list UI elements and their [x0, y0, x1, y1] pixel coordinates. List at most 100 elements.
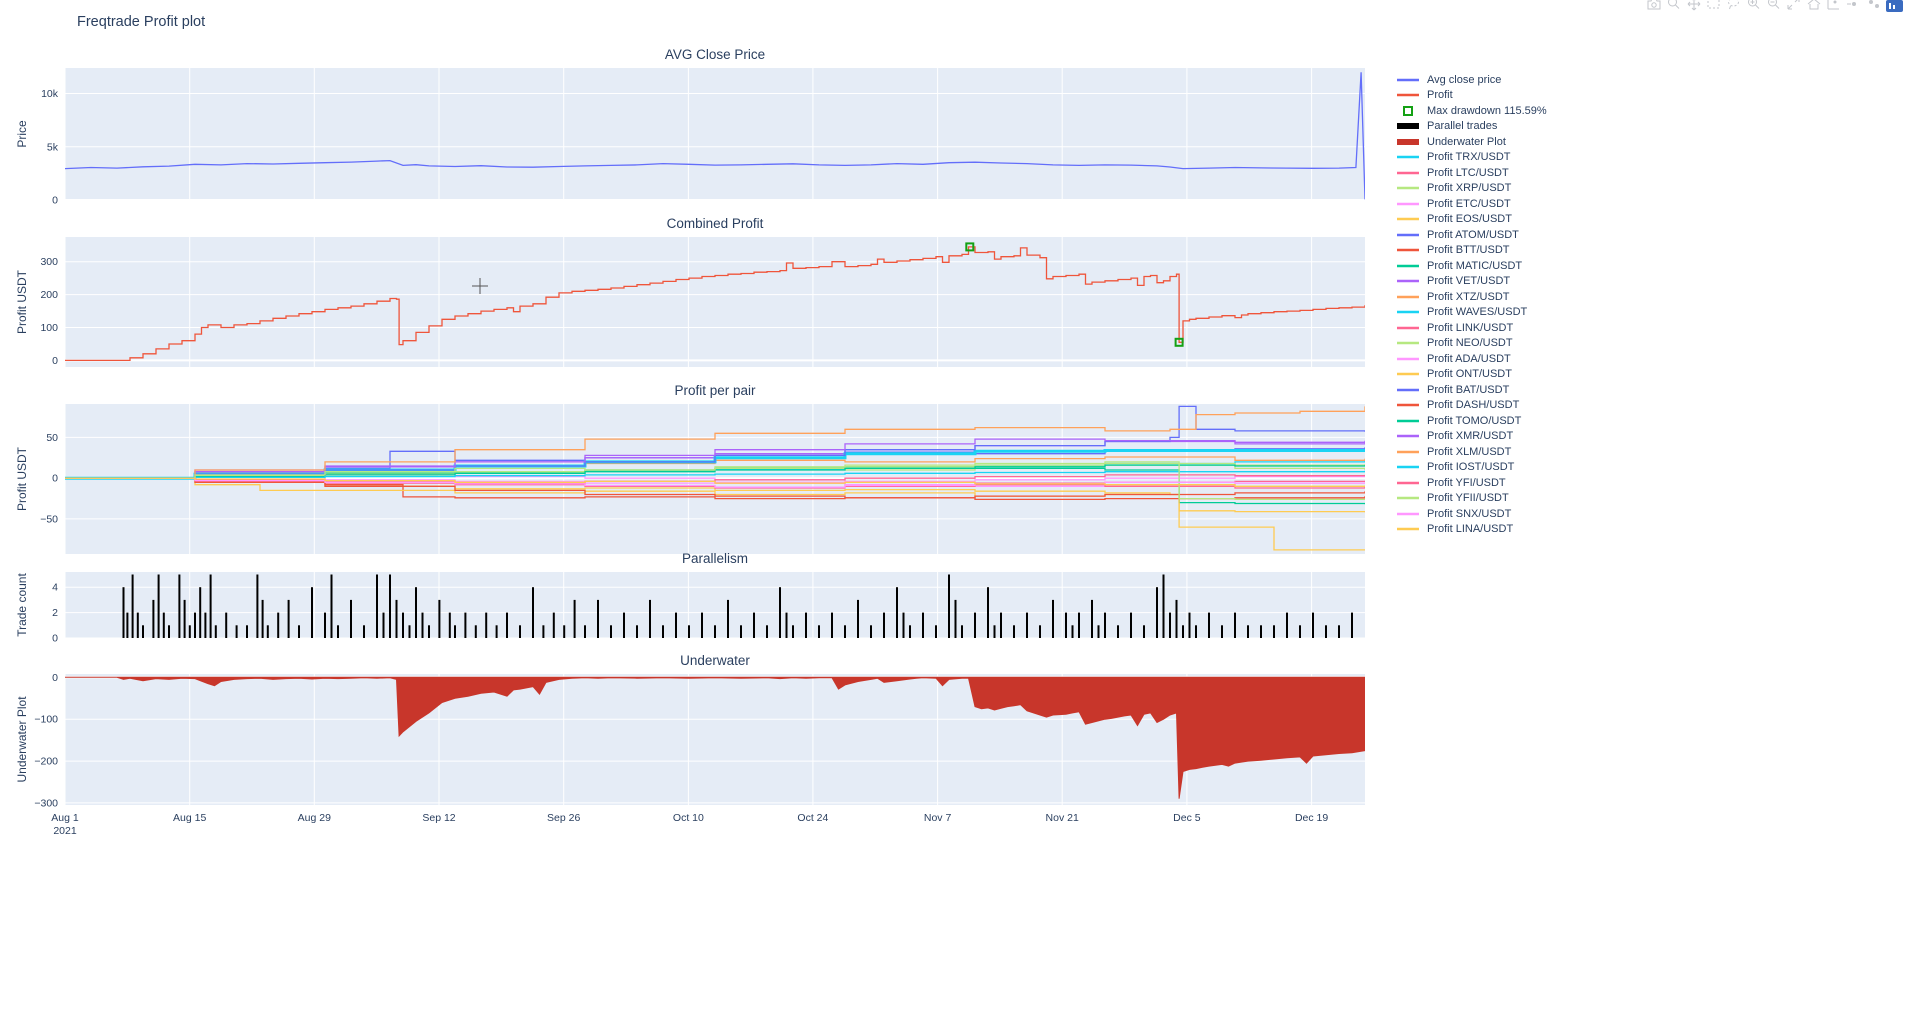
trade-count-bar [961, 625, 963, 638]
legend-item[interactable]: Profit BAT/USDT [1396, 382, 1547, 398]
legend-item[interactable]: Profit ADA/USDT [1396, 351, 1547, 367]
legend-item[interactable]: Profit WAVES/USDT [1396, 305, 1547, 321]
toggle-spikelines-icon[interactable] [1826, 0, 1842, 11]
trade-count-bar [792, 625, 794, 638]
trade-count-bar [389, 574, 391, 638]
legend-item[interactable]: Profit TOMO/USDT [1396, 413, 1547, 429]
legend-item[interactable]: Profit ATOM/USDT [1396, 227, 1547, 243]
trade-count-bar [701, 612, 703, 638]
legend-item[interactable]: Avg close price [1396, 72, 1547, 88]
legend-item[interactable]: Profit XRP/USDT [1396, 181, 1547, 197]
box-select-icon[interactable] [1706, 0, 1722, 11]
trade-count-bar [542, 625, 545, 638]
series-line [65, 246, 1365, 362]
legend-swatch-icon [1397, 295, 1419, 298]
legend-item[interactable]: Profit IOST/USDT [1396, 460, 1547, 476]
y-axis-title: Underwater Plot [15, 696, 29, 783]
y-tick-label: −100 [34, 714, 58, 726]
trade-count-bar [162, 612, 165, 638]
legend-item[interactable]: Profit EOS/USDT [1396, 212, 1547, 228]
y-tick-label: −300 [34, 797, 58, 809]
trade-count-bar [330, 574, 333, 638]
trade-count-bar [805, 612, 807, 638]
subplot-underwater[interactable]: 0 −100 −200 −300 Underwater Underwater Plot [15, 653, 1365, 809]
legend-item[interactable]: Profit BTT/USDT [1396, 243, 1547, 259]
show-closest-icon[interactable] [1846, 0, 1862, 11]
legend-item[interactable]: Profit XLM/USDT [1396, 444, 1547, 460]
trade-count-bar [844, 625, 846, 638]
zoom-out-icon[interactable] [1766, 0, 1782, 11]
trade-count-bar [1182, 625, 1184, 638]
subplot-profit_per_pair[interactable]: 50 0 −50 Profit per pair Profit USDT [15, 383, 1365, 554]
trade-count-bar [1299, 625, 1301, 638]
legend-item[interactable]: Profit SNX/USDT [1396, 506, 1547, 522]
trade-count-bar [1104, 612, 1106, 638]
zoom-in-icon[interactable] [1746, 0, 1762, 11]
trade-count-bar [597, 599, 599, 638]
legend-swatch-icon [1397, 311, 1419, 314]
legend-item[interactable]: Profit LINK/USDT [1396, 320, 1547, 336]
legend-item[interactable]: Profit DASH/USDT [1396, 398, 1547, 414]
plotly-logo-icon[interactable] [1886, 0, 1903, 12]
lasso-select-icon[interactable] [1726, 0, 1742, 11]
trade-count-bar [324, 612, 326, 638]
legend-swatch-icon [1397, 202, 1419, 205]
autoscale-icon[interactable] [1786, 0, 1802, 11]
y-tick-label: 0 [52, 633, 58, 645]
zoom-icon[interactable] [1666, 0, 1682, 11]
trade-count-bar [408, 625, 411, 638]
series-line [65, 477, 1365, 513]
legend-swatch-icon [1397, 404, 1419, 407]
pan-icon[interactable] [1686, 0, 1702, 11]
legend-item[interactable]: Profit ONT/USDT [1396, 367, 1547, 383]
legend-item[interactable]: Profit YFII/USDT [1396, 491, 1547, 507]
legend-item[interactable]: Profit NEO/USDT [1396, 336, 1547, 352]
legend-item[interactable]: Max drawdown 115.59% [1396, 103, 1547, 119]
compare-hover-icon[interactable] [1866, 0, 1882, 11]
subplot-parallelism[interactable]: 0 2 4 Parallelism Trade count [15, 551, 1365, 645]
legend-item[interactable]: Profit VET/USDT [1396, 274, 1547, 290]
legend-label: Profit WAVES/USDT [1427, 306, 1528, 319]
subplot-avg_close_price[interactable]: 0 5k 10k AVG Close Price Price [15, 47, 1365, 207]
reset-axes-icon[interactable] [1806, 0, 1822, 11]
legend-label: Profit EOS/USDT [1427, 213, 1512, 226]
camera-icon[interactable] [1646, 0, 1662, 11]
legend-label: Avg close price [1427, 73, 1502, 86]
x-tick-label: Dec 5 [1173, 812, 1201, 824]
legend-swatch-icon [1397, 419, 1419, 422]
trade-count-bar [857, 599, 859, 638]
legend-item[interactable]: Profit ETC/USDT [1396, 196, 1547, 212]
trade-count-bar [506, 612, 508, 638]
x-tick-label: Sep 26 [547, 812, 580, 824]
legend-item[interactable]: Profit LTC/USDT [1396, 165, 1547, 181]
trade-count-bar [1221, 625, 1223, 638]
series-line [65, 477, 1365, 487]
legend-item[interactable]: Profit YFI/USDT [1396, 475, 1547, 491]
legend-label: Parallel trades [1427, 120, 1498, 133]
legend-item[interactable]: Profit XMR/USDT [1396, 429, 1547, 445]
legend-item[interactable]: Profit TRX/USDT [1396, 150, 1547, 166]
legend: Avg close price Profit Max drawdown 115.59… [1396, 72, 1547, 537]
subplot-combined_profit[interactable]: 0 100 200 300 Combined Profit Profit USDT [15, 216, 1365, 367]
underwater-area [65, 676, 1365, 799]
y-axis-title: Price [15, 120, 29, 148]
legend-item[interactable]: Parallel trades [1396, 119, 1547, 135]
subplot-title: Combined Profit [667, 216, 764, 231]
y-tick-label: 300 [40, 256, 58, 268]
legend-item[interactable]: Underwater Plot [1396, 134, 1547, 150]
legend-item[interactable]: Profit [1396, 88, 1547, 104]
legend-item[interactable]: Profit LINA/USDT [1396, 522, 1547, 538]
legend-label: Profit MATIC/USDT [1427, 259, 1523, 272]
y-axis-title: Trade count [15, 573, 29, 637]
trade-count-bar [178, 574, 181, 638]
trade-count-bar [261, 599, 264, 638]
legend-item[interactable]: Profit MATIC/USDT [1396, 258, 1547, 274]
trade-count-bar [1156, 587, 1158, 638]
trade-count-bar [428, 625, 430, 638]
legend-swatch-icon [1397, 481, 1419, 484]
trade-count-bar [194, 612, 196, 638]
trade-count-bar [779, 587, 781, 638]
legend-item[interactable]: Profit XTZ/USDT [1396, 289, 1547, 305]
trade-count-bar [438, 599, 441, 638]
